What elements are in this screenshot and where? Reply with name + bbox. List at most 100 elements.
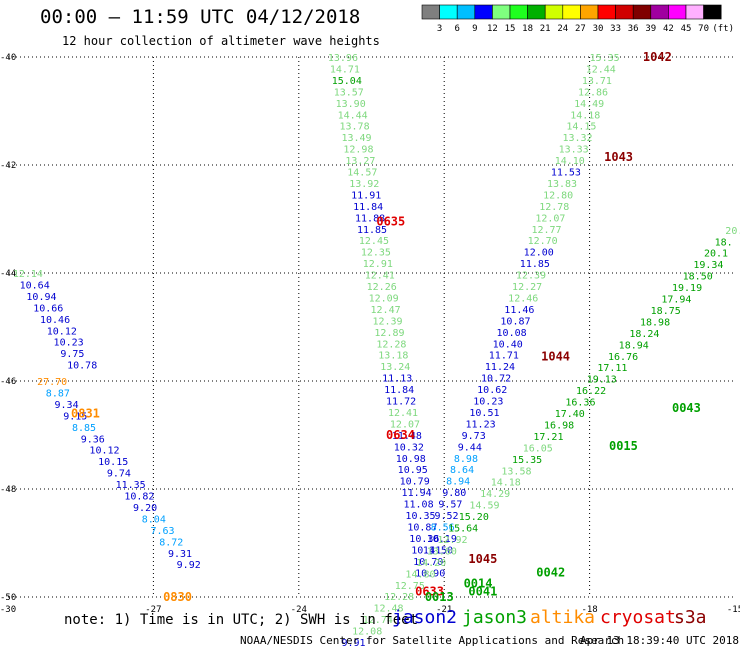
colorbar-label: 27 bbox=[575, 24, 586, 34]
swh-value: 10.36 bbox=[409, 534, 439, 545]
swh-value: 15.64 bbox=[448, 524, 478, 535]
swh-value: 17.21 bbox=[533, 432, 563, 443]
swh-value: 9.74 bbox=[107, 469, 131, 480]
colorbar-swatch bbox=[703, 4, 722, 20]
pass-time-label: 1045 bbox=[468, 552, 497, 566]
swh-value: 10.94 bbox=[26, 292, 56, 303]
swh-value: 9.36 bbox=[81, 434, 105, 445]
pass-time-label: 0830 bbox=[163, 590, 192, 604]
swh-value: 12.70 bbox=[528, 236, 558, 247]
colorbar-label: (ft) bbox=[712, 24, 734, 34]
swh-value: 9.92 bbox=[177, 560, 201, 571]
swh-value: 10.70 bbox=[413, 557, 443, 568]
swh-value: 11.94 bbox=[402, 488, 432, 499]
y-tick-label: -40 bbox=[0, 53, 16, 63]
swh-value: 15.35 bbox=[590, 53, 620, 64]
swh-value: 10.51 bbox=[469, 408, 499, 419]
swh-value: 12.39 bbox=[516, 271, 546, 282]
swh-value: 14.59 bbox=[469, 501, 499, 512]
colorbar-label: 36 bbox=[628, 24, 639, 34]
x-tick-label: -24 bbox=[291, 605, 307, 615]
swh-value: 13.78 bbox=[340, 122, 370, 133]
swh-value: 10.98 bbox=[396, 454, 426, 465]
swh-value: 14.10 bbox=[555, 156, 585, 167]
swh-value: 13.49 bbox=[341, 133, 371, 144]
x-tick-label: -18 bbox=[581, 605, 597, 615]
colorbar-label: 24 bbox=[557, 24, 568, 34]
swh-value: 12.35 bbox=[361, 248, 391, 259]
swh-value: 12.26 bbox=[367, 282, 397, 293]
swh-value: 12.98 bbox=[343, 145, 373, 156]
pass-time-label: 0041 bbox=[468, 585, 497, 599]
swh-value: 12.77 bbox=[531, 225, 561, 236]
y-tick-label: -44 bbox=[0, 269, 16, 279]
pass-time-label: 0634 bbox=[386, 428, 415, 442]
swh-value: 13.18 bbox=[378, 351, 408, 362]
colorbar-label: 70 bbox=[698, 24, 709, 34]
swh-value: 19.19 bbox=[672, 283, 702, 294]
swh-value: 16.22 bbox=[576, 386, 606, 397]
swh-value: 9.52 bbox=[435, 511, 459, 522]
swh-value: 13.60 bbox=[427, 546, 457, 557]
swh-value: 16.98 bbox=[544, 420, 574, 431]
swh-value: 13.90 bbox=[336, 99, 366, 110]
swh-value: 11.88 bbox=[355, 213, 385, 224]
swh-value: 11.72 bbox=[386, 397, 416, 408]
pass-time-label: 0042 bbox=[536, 566, 565, 580]
swh-value: 10.90 bbox=[415, 568, 445, 579]
swh-value: 10.23 bbox=[54, 338, 84, 349]
y-tick-label: -42 bbox=[0, 161, 16, 171]
swh-value: 10.32 bbox=[394, 442, 424, 453]
swh-value: 12.00 bbox=[524, 248, 554, 259]
pass-time-label: 0015 bbox=[609, 439, 638, 453]
swh-value: 13.27 bbox=[345, 156, 375, 167]
swh-value: 11.85 bbox=[520, 259, 550, 270]
x-tick-label: -15 bbox=[727, 605, 740, 615]
swh-value: 13.83 bbox=[547, 179, 577, 190]
swh-value: 9.91 bbox=[341, 638, 365, 649]
swh-value: 19.34 bbox=[693, 260, 723, 271]
swh-value: 14.29 bbox=[480, 489, 510, 500]
swh-value: 14.49 bbox=[574, 99, 604, 110]
swh-value: 11.35 bbox=[116, 480, 146, 491]
note-text: note: 1) Time is in UTC; 2) SWH is in fe… bbox=[64, 612, 419, 628]
swh-value: 10.87 bbox=[500, 316, 530, 327]
swh-value: 15.35 bbox=[512, 455, 542, 466]
swh-value: 18.94 bbox=[619, 340, 649, 351]
swh-value: 18.50 bbox=[683, 272, 713, 283]
swh-value: 9.57 bbox=[438, 500, 462, 511]
swh-value: 12.44 bbox=[586, 64, 616, 75]
swh-value: 12.47 bbox=[371, 305, 401, 316]
legend-jason3: jason3 bbox=[462, 607, 528, 628]
swh-value: 12.80 bbox=[543, 190, 573, 201]
swh-value: 11.84 bbox=[353, 202, 383, 213]
swh-value: 14.18 bbox=[491, 478, 521, 489]
legend-jason2: jason2 bbox=[392, 607, 458, 628]
swh-value: 10.41 bbox=[411, 545, 441, 556]
swh-value: 18.98 bbox=[640, 317, 670, 328]
swh-value: 12.27 bbox=[512, 282, 542, 293]
swh-value: 14.15 bbox=[566, 122, 596, 133]
swh-value: 11.71 bbox=[489, 351, 519, 362]
swh-value: 12.39 bbox=[372, 316, 402, 327]
swh-value: 18.75 bbox=[651, 306, 681, 317]
y-tick-label: -50 bbox=[0, 593, 16, 603]
swh-value: 11.48 bbox=[392, 431, 422, 442]
pass-time-label: 0014 bbox=[464, 577, 493, 591]
swh-value: 11.50 bbox=[423, 545, 453, 556]
swh-value: 12.14 bbox=[13, 269, 43, 280]
swh-value: 8.94 bbox=[446, 477, 470, 488]
swh-value: 10.95 bbox=[398, 465, 428, 476]
x-tick-label: -21 bbox=[436, 605, 452, 615]
swh-value: 10.72 bbox=[481, 374, 511, 385]
swh-value: 12.28 bbox=[376, 339, 406, 350]
swh-value: 13.71 bbox=[582, 76, 612, 87]
swh-value: 12.86 bbox=[578, 87, 608, 98]
legend-cryosat: cryosat bbox=[600, 607, 676, 628]
chart-title: 00:00 — 11:59 UTC 04/12/2018 bbox=[40, 6, 361, 28]
swh-value: 9.75 bbox=[60, 349, 84, 360]
swh-value: 10.35 bbox=[405, 511, 435, 522]
swh-value: 18.24 bbox=[629, 329, 659, 340]
swh-value: 10.08 bbox=[497, 328, 527, 339]
swh-value: 10.64 bbox=[20, 280, 50, 291]
